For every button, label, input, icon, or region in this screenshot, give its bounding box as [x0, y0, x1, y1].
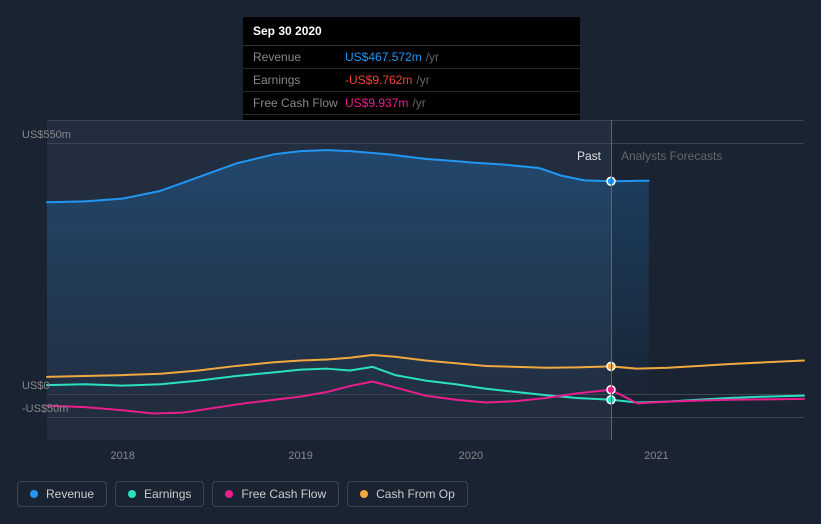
legend-item-free-cash-flow[interactable]: Free Cash Flow [212, 481, 339, 507]
tooltip-row-value: US$9.937m [345, 96, 408, 110]
tooltip-row-label: Revenue [253, 50, 345, 64]
tooltip-row-value: -US$9.762m [345, 73, 412, 87]
legend-dot-icon [225, 490, 233, 498]
forecast-label: Analysts Forecasts [621, 149, 722, 163]
x-axis-label: 2018 [110, 450, 134, 462]
x-axis-label: 2019 [288, 450, 312, 462]
x-axis-label: 2021 [644, 450, 668, 462]
legend-item-earnings[interactable]: Earnings [115, 481, 204, 507]
tooltip-row: RevenueUS$467.572m/yr [243, 46, 580, 69]
chart[interactable]: 2018201920202021 US$550mUS$0-US$50mPastA… [17, 120, 804, 470]
legend: Revenue Earnings Free Cash Flow Cash From O… [17, 481, 468, 507]
cursor-line [611, 120, 612, 440]
tooltip-row-suffix: /yr [416, 73, 429, 87]
tooltip-row-suffix: /yr [412, 96, 425, 110]
legend-item-cash-from-op[interactable]: Cash From Op [347, 481, 468, 507]
tooltip-date: Sep 30 2020 [243, 17, 580, 46]
tooltip-row: Free Cash FlowUS$9.937m/yr [243, 92, 580, 115]
legend-label: Earnings [144, 487, 191, 501]
x-axis-labels: 2018 2019 2020 2021 [17, 450, 804, 470]
tooltip: Sep 30 2020 RevenueUS$467.572m/yrEarning… [243, 17, 580, 137]
tooltip-row-label: Earnings [253, 73, 345, 87]
legend-label: Free Cash Flow [241, 487, 326, 501]
legend-item-revenue[interactable]: Revenue [17, 481, 107, 507]
legend-label: Revenue [46, 487, 94, 501]
legend-dot-icon [128, 490, 136, 498]
legend-dot-icon [30, 490, 38, 498]
past-label: Past [577, 149, 601, 163]
tooltip-row-suffix: /yr [426, 50, 439, 64]
x-axis-label: 2020 [459, 450, 483, 462]
series-svg [47, 120, 804, 440]
legend-label: Cash From Op [376, 487, 455, 501]
plot-area[interactable] [47, 120, 804, 440]
legend-dot-icon [360, 490, 368, 498]
tooltip-row: Earnings-US$9.762m/yr [243, 69, 580, 92]
tooltip-row-value: US$467.572m [345, 50, 422, 64]
tooltip-row-label: Free Cash Flow [253, 96, 345, 110]
